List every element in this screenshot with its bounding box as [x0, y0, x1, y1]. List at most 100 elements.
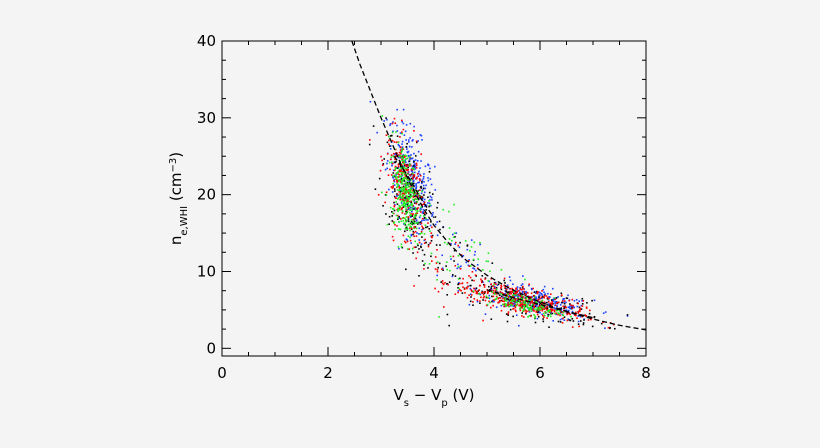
data-point [457, 278, 460, 280]
data-point [403, 240, 406, 243]
data-point [398, 180, 400, 182]
data-point [591, 299, 593, 302]
data-point [403, 163, 406, 166]
data-point [404, 154, 406, 156]
data-point [434, 189, 437, 191]
data-point [410, 188, 412, 191]
data-point [416, 141, 418, 144]
data-point [397, 183, 399, 186]
data-point [402, 179, 404, 181]
data-point [393, 222, 395, 225]
data-point [500, 299, 503, 302]
data-point [427, 196, 429, 199]
data-point [543, 312, 545, 315]
data-point [382, 163, 385, 165]
data-point [416, 208, 419, 210]
data-point [490, 288, 493, 291]
data-point [398, 145, 401, 147]
data-point [544, 314, 546, 317]
data-point [393, 141, 396, 143]
data-point [458, 266, 461, 269]
data-point [468, 303, 471, 306]
data-point [473, 287, 475, 290]
data-point [394, 175, 396, 178]
data-point [420, 243, 423, 245]
data-point [402, 192, 404, 195]
data-point [412, 218, 415, 221]
data-point [409, 190, 412, 193]
data-point [402, 210, 404, 212]
data-point [415, 201, 418, 203]
data-point [488, 280, 491, 283]
data-point [520, 288, 523, 291]
data-point [514, 304, 517, 307]
data-point [405, 216, 408, 218]
data-point [424, 212, 426, 214]
data-point [424, 205, 426, 208]
data-point [540, 300, 542, 303]
data-point [486, 292, 489, 295]
data-point [521, 312, 523, 314]
data-point [578, 306, 581, 309]
data-point [474, 250, 476, 253]
data-point [411, 208, 414, 210]
data-point [492, 304, 494, 307]
data-point [417, 181, 419, 184]
data-point [400, 167, 402, 170]
data-point [406, 196, 408, 199]
data-point [397, 179, 400, 181]
data-point [405, 202, 407, 205]
data-point [406, 239, 409, 241]
data-point [405, 192, 407, 195]
data-point [438, 316, 440, 318]
data-point [411, 181, 413, 184]
data-point [579, 307, 582, 310]
data-point [551, 302, 553, 305]
data-point [404, 175, 407, 178]
data-point [402, 161, 404, 163]
data-point [422, 227, 424, 229]
data-point [420, 187, 423, 189]
data-point [527, 292, 529, 294]
data-point [549, 313, 552, 316]
data-point [405, 139, 407, 141]
data-point [529, 302, 532, 305]
data-point [411, 169, 414, 171]
data-point [585, 306, 588, 308]
data-point [529, 299, 531, 301]
data-point [493, 299, 495, 301]
data-point [400, 169, 402, 171]
data-point [423, 194, 425, 196]
data-point [382, 205, 384, 207]
data-point [416, 221, 418, 223]
data-point [474, 274, 477, 276]
data-point [427, 267, 429, 269]
data-point [415, 219, 418, 221]
data-point [397, 171, 399, 173]
data-point [421, 190, 423, 193]
data-point [557, 320, 560, 323]
data-point [399, 189, 402, 192]
data-point [406, 199, 409, 201]
data-point [505, 313, 508, 315]
data-point [409, 156, 411, 158]
data-point [466, 244, 469, 246]
data-point [477, 290, 479, 292]
data-point [407, 205, 409, 207]
data-point [542, 314, 544, 317]
data-point [402, 197, 404, 199]
data-point [553, 307, 556, 309]
x-tick-label: 2 [323, 364, 333, 382]
data-point [561, 311, 563, 314]
data-point [470, 296, 472, 298]
data-point [412, 176, 414, 178]
data-point [562, 305, 565, 308]
data-point [470, 294, 473, 296]
data-point [398, 155, 400, 158]
data-point [490, 287, 492, 289]
data-point [441, 282, 444, 285]
data-point [391, 235, 394, 238]
data-point [404, 198, 406, 201]
data-point [523, 304, 525, 306]
data-point [536, 290, 538, 293]
